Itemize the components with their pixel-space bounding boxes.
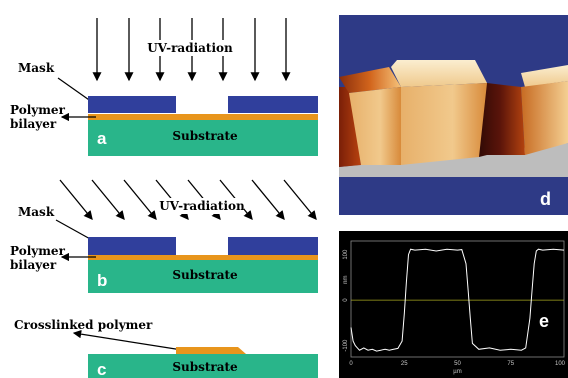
substrate bbox=[88, 260, 318, 293]
profile-line bbox=[350, 248, 565, 352]
afm-center-wall bbox=[475, 83, 525, 157]
profile-ticks: 100 0 -100 nm 0 25 50 75 100 µm bbox=[343, 249, 566, 375]
afm-left-wall bbox=[339, 87, 361, 167]
afm-left-step-front bbox=[349, 87, 401, 165]
uv-label-bg bbox=[160, 198, 244, 214]
y-axis-label: nm bbox=[343, 275, 349, 283]
mask-left bbox=[88, 96, 176, 113]
height-profile-chart: 100 0 -100 nm 0 25 50 75 100 µm e bbox=[339, 231, 568, 378]
afm-center-block-top bbox=[391, 60, 487, 87]
uv-label-bg bbox=[148, 40, 232, 56]
profile-frame bbox=[350, 240, 565, 358]
mask-label: Mask bbox=[18, 205, 55, 219]
polymer-label-line2: bilayer bbox=[10, 258, 57, 272]
substrate bbox=[88, 354, 318, 378]
afm-3d-image: d bbox=[339, 15, 568, 215]
polymer-label-line1: Polymer bbox=[10, 244, 66, 258]
x-tick-label: 100 bbox=[555, 361, 566, 367]
afm-bottom-band bbox=[339, 177, 568, 215]
crosslinked-polymer-label: Crosslinked polymer bbox=[14, 318, 153, 332]
panel-b-letter: b bbox=[97, 271, 107, 290]
panel-e-letter: e bbox=[539, 311, 549, 331]
plot-border bbox=[350, 240, 565, 358]
polymer-label-line2: bilayer bbox=[10, 117, 57, 131]
uv-radiation-label: UV-radiation bbox=[159, 199, 245, 213]
polymer-label-line1: Polymer bbox=[10, 103, 66, 117]
substrate-label: Substrate bbox=[172, 129, 238, 143]
profile-background bbox=[339, 231, 568, 378]
y-tick-label: -100 bbox=[343, 339, 349, 352]
substrate-label: Substrate bbox=[172, 360, 238, 374]
uv-radiation-label: UV-radiation bbox=[147, 41, 233, 55]
mask-right bbox=[228, 237, 318, 255]
x-tick-label: 50 bbox=[454, 361, 461, 367]
afm-right-block-front bbox=[521, 81, 568, 155]
afm-center-block-front bbox=[401, 83, 487, 165]
polymer-bilayer bbox=[88, 114, 318, 120]
y-tick-label: 0 bbox=[343, 298, 349, 302]
panel-a-diagram: UV-radiation Mask Polymer bilayer Substr… bbox=[10, 18, 318, 156]
afm-left-step-top bbox=[339, 67, 401, 93]
mask-pointer bbox=[57, 77, 93, 103]
y-tick-label: 100 bbox=[343, 249, 349, 260]
crosslinked-polymer bbox=[176, 347, 246, 354]
mask-pointer bbox=[55, 219, 93, 241]
afm-right-block-top bbox=[521, 65, 568, 87]
polymer-bilayer bbox=[88, 255, 318, 260]
x-tick-label: 75 bbox=[507, 361, 514, 367]
panel-b-diagram: UV-radiation Mask Polymer bilayer Substr… bbox=[10, 179, 318, 293]
panel-c-diagram: Crosslinked polymer Substrate c bbox=[14, 318, 318, 378]
substrate bbox=[88, 120, 318, 156]
crosslinked-pointer bbox=[72, 329, 183, 351]
panel-a-letter: a bbox=[97, 129, 107, 148]
mask-left bbox=[88, 237, 176, 255]
x-tick-label: 0 bbox=[349, 361, 353, 367]
x-tick-label: 25 bbox=[401, 361, 408, 367]
panel-d-letter: d bbox=[540, 189, 551, 209]
substrate-label: Substrate bbox=[172, 268, 238, 282]
x-axis-label: µm bbox=[453, 369, 461, 375]
panel-c-letter: c bbox=[97, 360, 106, 378]
mask-right bbox=[228, 96, 318, 113]
mask-label: Mask bbox=[18, 61, 55, 75]
